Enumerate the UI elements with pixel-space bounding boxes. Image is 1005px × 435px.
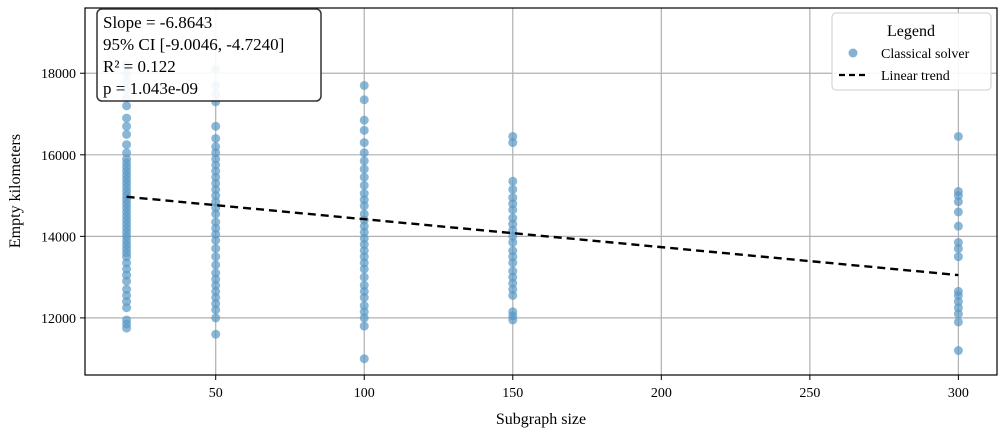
- data-point: [953, 221, 963, 231]
- y-tick-label: 14000: [41, 230, 76, 245]
- data-point: [508, 176, 518, 186]
- y-tick-label: 18000: [41, 67, 76, 82]
- data-point: [953, 346, 963, 356]
- trend-line-layer: [126, 195, 959, 277]
- data-point: [359, 156, 369, 166]
- data-point: [211, 252, 221, 262]
- data-point: [359, 321, 369, 331]
- data-point: [211, 217, 221, 227]
- data-point: [508, 184, 518, 194]
- y-tick-label: 12000: [41, 312, 76, 327]
- data-point: [508, 131, 518, 141]
- legend-frame: [831, 12, 992, 91]
- data-point: [359, 164, 369, 174]
- data-point: [359, 115, 369, 125]
- x-axis-label: Subgraph size: [496, 411, 586, 428]
- data-point: [359, 95, 369, 105]
- data-point: [122, 113, 132, 123]
- data-point: [211, 260, 221, 270]
- data-point: [359, 180, 369, 190]
- data-point: [122, 284, 132, 294]
- data-point: [508, 246, 518, 256]
- data-point: [359, 138, 369, 148]
- data-point: [211, 142, 221, 152]
- y-axis-label: Empty kilometers: [7, 134, 24, 248]
- scatter-points: [122, 60, 963, 364]
- linear-trend-line: [126, 195, 959, 277]
- legend-title: Legend: [887, 23, 935, 40]
- data-point: [359, 209, 369, 219]
- x-tick-label: 300: [948, 386, 969, 401]
- stats-confidence-interval: 95% CI [-9.0046, -4.7240]: [103, 35, 284, 54]
- data-point: [508, 193, 518, 203]
- data-point: [359, 148, 369, 158]
- data-point: [122, 121, 132, 131]
- data-point: [359, 301, 369, 311]
- data-point: [359, 272, 369, 282]
- stats-p-value: p = 1.043e-09: [103, 79, 198, 98]
- data-point: [953, 286, 963, 296]
- data-point: [508, 213, 518, 223]
- data-point: [508, 266, 518, 276]
- legend-entry-classical-solver: Classical solver: [881, 47, 970, 62]
- data-point: [122, 129, 132, 139]
- stats-r-squared: R² = 0.122: [103, 57, 176, 76]
- data-point: [953, 187, 963, 196]
- y-tick-label: 16000: [41, 149, 76, 164]
- data-point: [122, 315, 132, 325]
- data-point: [122, 140, 132, 150]
- data-point: [953, 317, 963, 327]
- data-point: [211, 268, 221, 278]
- stats-slope: Slope = -6.8643: [103, 13, 212, 32]
- data-point: [359, 354, 369, 364]
- legend: Legend Classical solver Linear trend: [831, 12, 992, 91]
- stats-box-frame: [96, 8, 322, 102]
- x-tick-label: 200: [651, 386, 672, 401]
- legend-entry-linear-trend: Linear trend: [881, 69, 950, 84]
- data-point: [953, 207, 963, 217]
- data-point: [359, 172, 369, 182]
- data-point: [211, 329, 221, 339]
- x-tick-label: 250: [799, 386, 820, 401]
- data-point: [211, 133, 221, 143]
- data-point: [359, 280, 369, 290]
- x-tick-label: 150: [502, 386, 523, 401]
- legend-marker-classical-solver: [848, 48, 858, 58]
- data-point: [359, 189, 369, 199]
- data-point: [953, 131, 963, 141]
- data-point: [211, 121, 221, 131]
- axis-ticks: 50 100 150 200 250 300 12000 14000 16000 18000: [41, 67, 969, 401]
- data-point: [508, 307, 518, 317]
- x-tick-label: 50: [209, 386, 223, 401]
- data-point: [359, 125, 369, 135]
- data-point: [953, 237, 963, 247]
- data-point: [211, 313, 221, 323]
- data-point: [211, 244, 221, 254]
- x-tick-label: 100: [354, 386, 375, 401]
- stats-box: Slope = -6.8643 95% CI [-9.0046, -4.7240…: [96, 8, 322, 102]
- data-point: [122, 148, 132, 158]
- plot-frame: [84, 7, 998, 376]
- data-point: [953, 252, 963, 262]
- data-point: [359, 80, 369, 90]
- data-point: [122, 101, 132, 111]
